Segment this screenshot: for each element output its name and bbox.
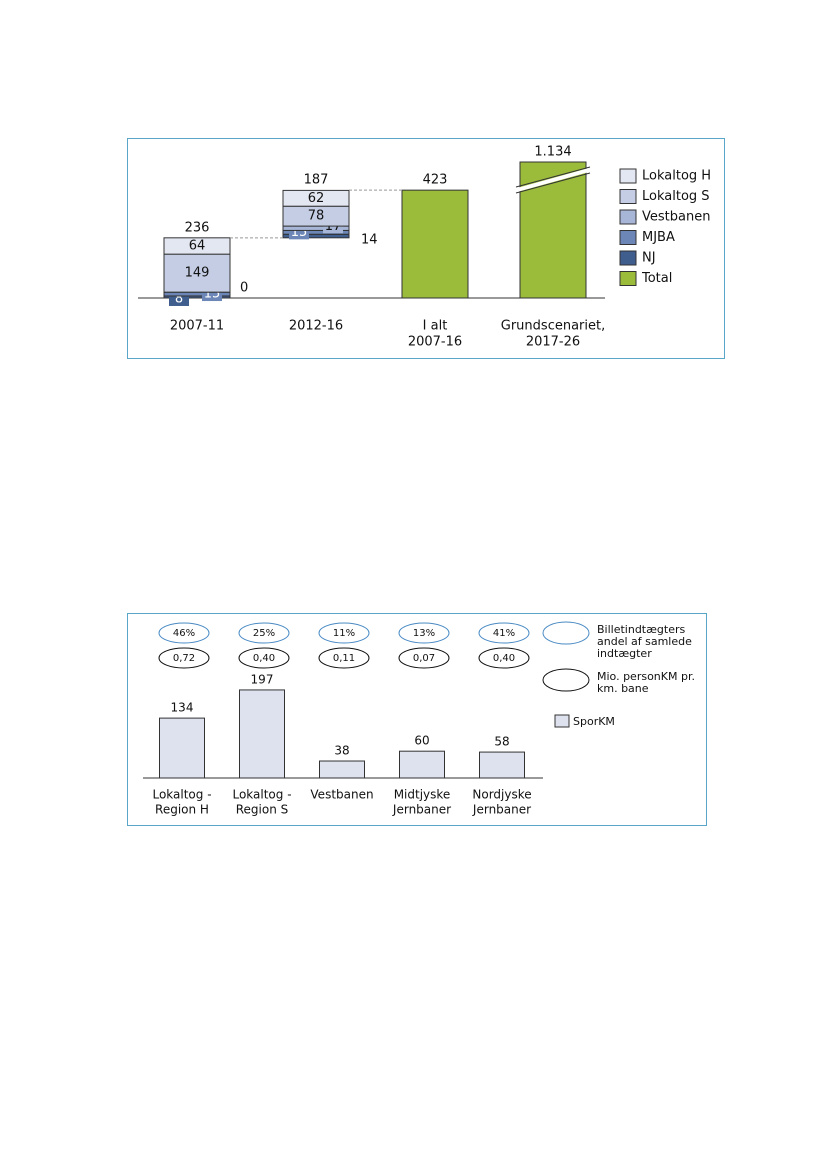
chart-frame: [127, 138, 725, 359]
annotation-ellipse: [158, 647, 210, 669]
bar: [401, 189, 469, 299]
annotation-label: 25%: [253, 628, 275, 639]
segment-label: 0: [240, 281, 248, 296]
x-tick-label: 2007-11: [170, 319, 224, 334]
bar: [399, 750, 445, 779]
total-label: 236: [185, 220, 210, 235]
total-label: 187: [304, 173, 329, 188]
x-tick-label: Region S: [236, 803, 289, 817]
annotation-label: 13%: [413, 628, 435, 639]
segment-label: 78: [308, 209, 325, 224]
x-tick-label: Region H: [155, 803, 209, 817]
legend-label: Lokaltog H: [642, 169, 711, 184]
legend-label: Total: [641, 271, 672, 286]
legend-label: NJ: [642, 251, 656, 266]
x-tick-label: Lokaltog -: [232, 788, 291, 802]
x-tick-label: Jernbaner: [472, 803, 531, 817]
legend-text: Mio. personKM pr. km. bane: [597, 671, 695, 695]
x-tick-label: Nordjyske: [472, 788, 531, 802]
bar: [239, 689, 285, 779]
annotation-ellipse: [398, 647, 450, 669]
annotation-label: 0,40: [493, 653, 515, 664]
legend-swatch: [619, 230, 637, 245]
value-label: 134: [171, 701, 194, 715]
value-label: 58: [494, 735, 509, 749]
x-tick-label: Lokaltog -: [152, 788, 211, 802]
x-tick-label: Midtjyske: [394, 788, 451, 802]
legend-swatch: [619, 271, 637, 286]
legend-ellipse: [542, 668, 590, 692]
axis-break-gap: [517, 168, 589, 192]
value-label: 197: [251, 672, 274, 686]
annotation-ellipse: [398, 622, 450, 644]
x-tick-label: Jernbaner: [392, 803, 451, 817]
annotation-ellipse: [238, 622, 290, 644]
annotation-label: 0,72: [173, 653, 195, 664]
axis-break: [515, 172, 591, 194]
annotation-label: 0,07: [413, 653, 435, 664]
bar: [519, 161, 587, 299]
bar: [319, 760, 365, 779]
annotation-ellipse: [318, 622, 370, 644]
bar-segment: [163, 237, 231, 255]
total-label: 423: [423, 173, 448, 188]
legend-swatch: [619, 189, 637, 204]
value-label: 60: [414, 734, 429, 748]
x-tick-label: Grundscenariet,: [501, 319, 605, 334]
annotation-label: 0,11: [333, 653, 355, 664]
x-tick-label: I alt: [423, 319, 448, 334]
legend-text: Billetindtægters andel af samlede indtæg…: [597, 624, 692, 660]
annotation-ellipse: [158, 622, 210, 644]
annotation-label: 41%: [493, 628, 515, 639]
bar-segment: [282, 189, 350, 207]
annotation-ellipse: [478, 647, 530, 669]
legend-swatch: [619, 250, 637, 266]
annotation-label: 46%: [173, 628, 195, 639]
legend-swatch: [554, 714, 570, 728]
chart-frame: [127, 613, 707, 826]
segment-label: 149: [185, 266, 210, 281]
segment-label: 8: [175, 291, 183, 306]
bar: [479, 751, 525, 779]
x-tick-label: 2007-16: [408, 335, 462, 350]
annotation-label: 11%: [333, 628, 355, 639]
x-tick-label: 2012-16: [289, 319, 343, 334]
legend-swatch: [619, 168, 637, 184]
total-label: 1.134: [534, 145, 571, 160]
bar: [159, 717, 205, 779]
value-label: 38: [334, 744, 349, 758]
waterfall-chart: 2007-118150149642362012-161415177862187I…: [138, 145, 711, 350]
legend-label: MJBA: [642, 230, 675, 245]
segment-label: 14: [361, 233, 378, 248]
legend-label: Billetindtægters andel af samlede indtæg…: [597, 624, 692, 660]
x-tick-label: Vestbanen: [310, 788, 373, 802]
legend-label: Lokaltog S: [642, 189, 710, 204]
x-tick-label: 2017-26: [526, 335, 580, 350]
annotation-ellipse: [238, 647, 290, 669]
segment-label: 64: [189, 238, 206, 253]
legend-label: Mio. personKM pr. km. bane: [597, 671, 695, 695]
annotation-ellipse: [478, 622, 530, 644]
legend-ellipse: [542, 621, 590, 645]
legend-label: Vestbanen: [642, 210, 710, 225]
segment-label: 62: [308, 191, 325, 206]
annotation-ellipse: [318, 647, 370, 669]
axis-break: [515, 166, 591, 188]
legend-swatch: [619, 209, 637, 225]
legend-label: SporKM: [573, 715, 615, 728]
annotation-label: 0,40: [253, 653, 275, 664]
